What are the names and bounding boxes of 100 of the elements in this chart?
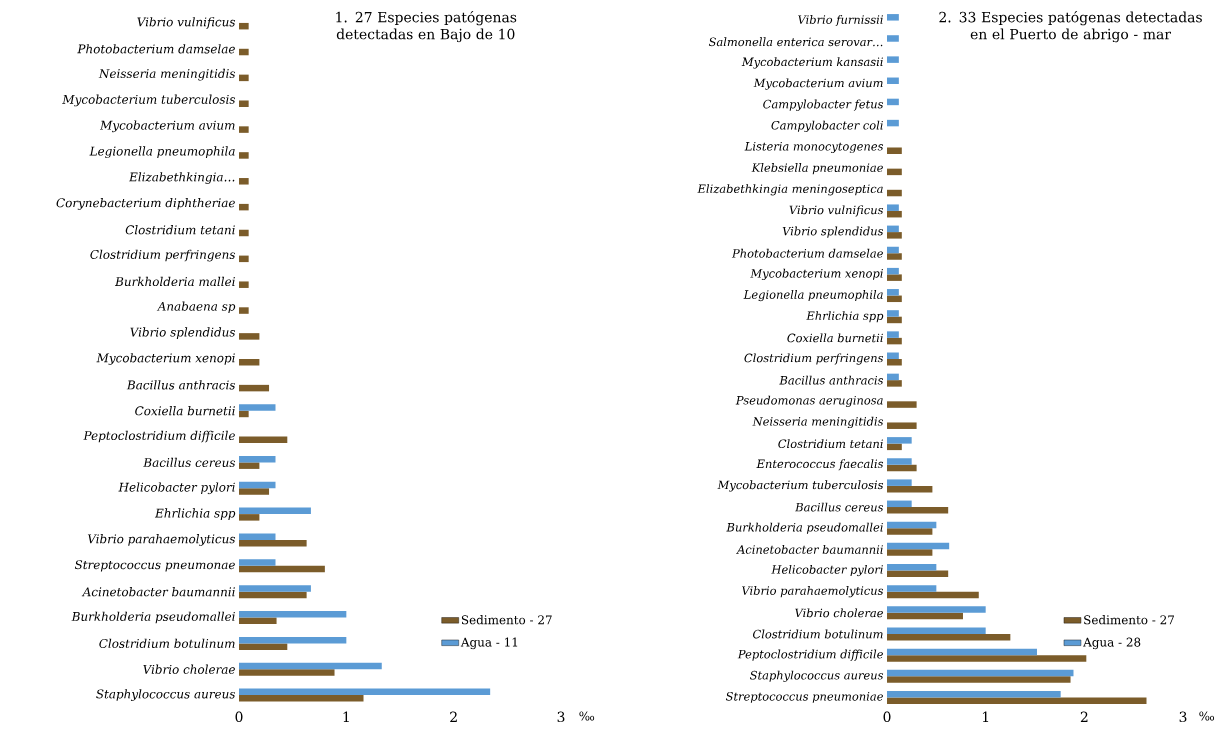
bar	[887, 352, 899, 359]
y-tick-label: Acinetobacter baumannii	[736, 544, 883, 554]
bar	[887, 690, 1061, 698]
y-tick-label: Coxiella burnetii	[135, 406, 235, 416]
bar	[887, 612, 963, 620]
bar	[239, 307, 249, 314]
bar	[887, 648, 1037, 656]
y-tick-label: Bacillus cereus	[795, 502, 884, 512]
bar	[887, 500, 912, 508]
y-tick-label: Legionella pneumophila	[89, 146, 235, 159]
y-tick-label: Mycobacterium avium	[99, 120, 235, 133]
bar	[887, 606, 986, 613]
x-tick-label: 1	[982, 711, 989, 722]
bar	[239, 74, 249, 82]
bar	[887, 585, 937, 592]
text: 1. 27 Especies patógenas detectadas en Bajo de 10	[336, 11, 517, 43]
y-tick-label: Bacillus anthracis	[126, 380, 236, 390]
y-tick-label: Bacillus cereus	[143, 457, 236, 468]
bar	[887, 564, 937, 571]
y-tick-label: Photobacterium damselae	[77, 44, 235, 54]
x-tick-label: 2	[1080, 711, 1088, 722]
y-tick-label: Acinetobacter baumannii	[81, 587, 235, 597]
bar	[239, 281, 249, 288]
legend-label: Sedimento - 27	[1084, 615, 1174, 625]
x-tick-label: 1	[343, 711, 349, 722]
y-tick-label: Clostridium perfringens	[90, 249, 236, 262]
bar	[887, 542, 950, 550]
y-tick-label: Clostridium botulinum	[753, 629, 883, 639]
y-tick-label: Legionella pneumophila	[743, 289, 883, 302]
bar	[887, 204, 899, 211]
bar	[887, 549, 933, 556]
bar	[887, 289, 899, 296]
y-tick-label: Campylobacter fetus	[763, 99, 884, 111]
bar	[887, 225, 899, 233]
bar	[239, 384, 270, 392]
bar	[887, 485, 933, 493]
bar	[239, 669, 335, 676]
legend-label: Agua - 11	[460, 637, 518, 650]
x-tick-label: 0	[235, 711, 243, 723]
y-tick-label: Mycobacterium tuberculosis	[62, 94, 236, 107]
y-tick-label: Enterococcus faecalis	[756, 459, 884, 471]
y-tick-label: Neisseria meningitidis	[98, 68, 236, 81]
y-tick-label: Vibrio parahaemolyticus	[742, 586, 884, 598]
bar	[239, 611, 347, 618]
x-tick-label: 3	[557, 711, 565, 723]
y-tick-label: Mycobacterium avium	[753, 78, 883, 90]
y-tick-label: Vibrio parahaemolyticus	[87, 534, 236, 546]
bar	[887, 570, 949, 578]
bar	[887, 77, 899, 85]
bar	[887, 521, 937, 529]
bar	[239, 410, 249, 418]
bar	[239, 591, 307, 599]
bar	[887, 697, 1147, 704]
bar	[239, 436, 288, 444]
y-tick-label: Ehrlichia spp	[806, 311, 884, 323]
bar	[239, 507, 311, 515]
y-tick-label: Peptoclostridium difficile	[83, 430, 235, 443]
y-tick-label: Neisseria meningitidis	[752, 416, 884, 429]
bar	[887, 627, 986, 634]
y-tick-label: Ehrlichia spp	[154, 508, 236, 520]
y-tick-label: Streptococcus pneumoniae	[725, 691, 883, 703]
bar	[887, 591, 979, 599]
y-tick-label: Klebsiella pneumoniae	[751, 163, 883, 175]
y-tick-label: Clostridium perfringens	[744, 353, 884, 365]
bar	[239, 662, 382, 670]
y-tick-label: Coxiella burnetii	[787, 333, 883, 343]
x-tick-label: 2	[450, 711, 457, 722]
y-tick-label: Vibrio vulnificus	[789, 205, 884, 217]
y-tick-label: Mycobacterium kansasii	[741, 57, 883, 69]
x-axis-title: ‰	[579, 711, 595, 721]
bar	[887, 310, 899, 317]
y-tick-label: Salmonella enterica serovar…	[708, 37, 883, 47]
bar	[887, 507, 949, 514]
bar	[887, 267, 899, 275]
y-tick-label: Vibrio cholerae	[143, 664, 235, 674]
y-tick-label: Vibrio vulnificus	[137, 17, 236, 29]
bar	[887, 168, 902, 176]
y-tick-label: Helicobacter pylori	[771, 564, 883, 577]
y-tick-label: Peptoclostridium difficile	[737, 649, 883, 661]
bar	[239, 565, 325, 573]
x-tick-label: 0	[883, 711, 891, 723]
bar	[239, 455, 276, 463]
bar	[887, 479, 912, 486]
bar	[239, 404, 276, 411]
bar	[239, 695, 364, 702]
bar	[887, 380, 902, 387]
bar	[887, 676, 1071, 683]
bar	[239, 643, 288, 650]
bar	[239, 255, 249, 263]
bar	[887, 246, 899, 254]
bar	[239, 617, 277, 625]
bar	[887, 119, 899, 127]
bar	[887, 274, 902, 281]
bar	[239, 559, 276, 566]
y-tick-label: Bacillus anthracis	[779, 375, 884, 385]
bar	[239, 514, 260, 521]
bar	[887, 669, 1074, 677]
y-tick-label: Staphylococcus aureus	[96, 689, 236, 701]
bar	[239, 100, 249, 107]
bar	[887, 253, 902, 260]
